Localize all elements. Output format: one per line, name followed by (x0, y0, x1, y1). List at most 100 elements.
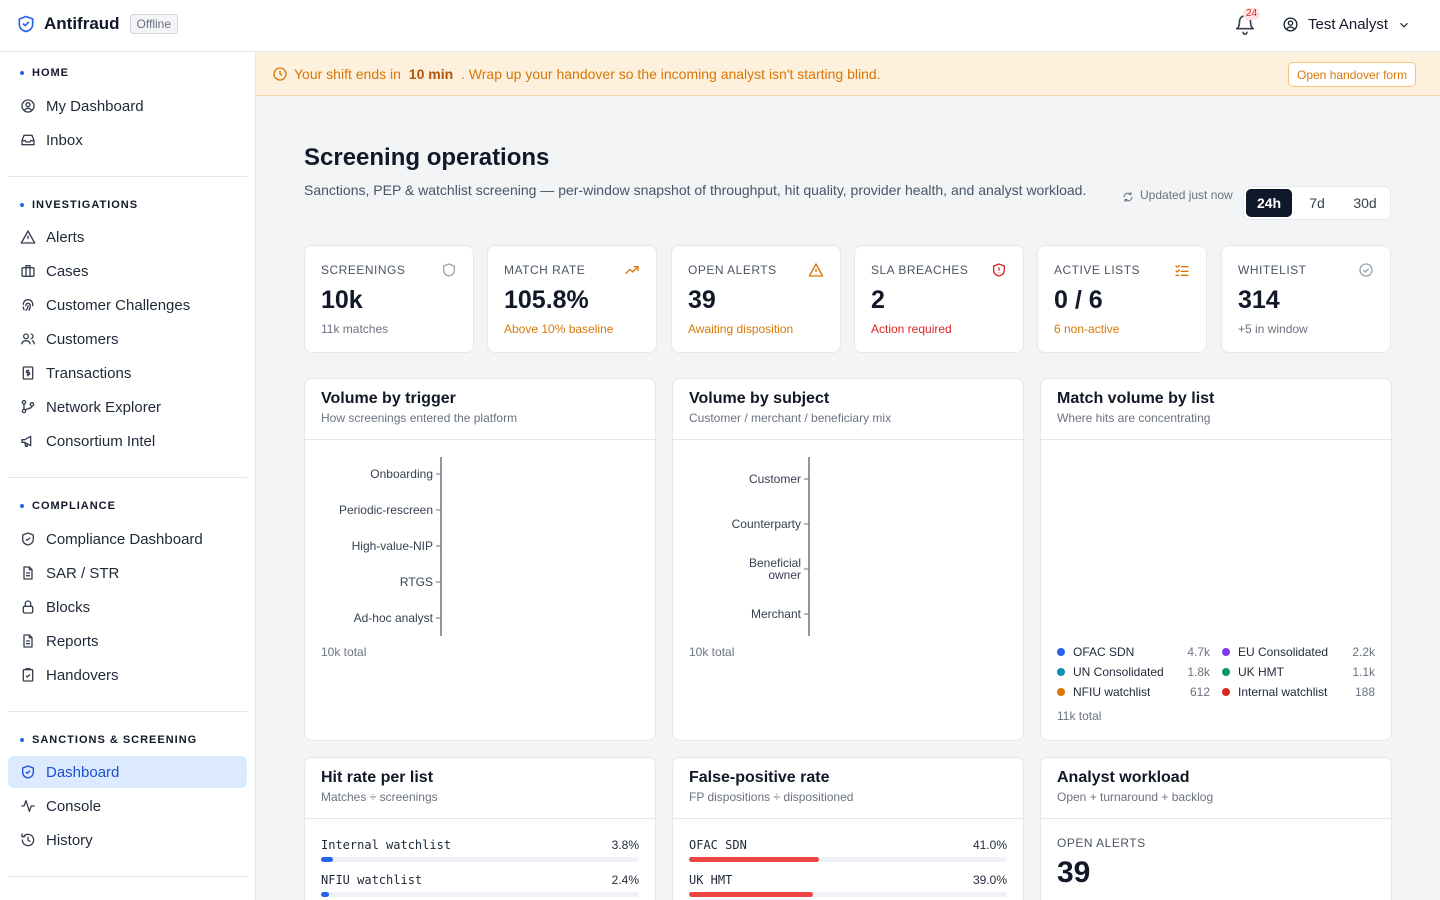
sidebar-item-blocks[interactable]: Blocks (8, 591, 247, 623)
file-text-icon (23, 566, 33, 580)
sidebar-item-cases[interactable]: Cases (8, 255, 247, 287)
sidebar: HOME My Dashboard Inbox INVESTIGATIONS A… (0, 52, 256, 900)
panel-title: Hit rate per list (321, 769, 434, 786)
sidebar-item-consortium-intel[interactable]: Consortium Intel (8, 425, 247, 457)
panel-match-volume-by-list: Match volume by list Where hits are conc… (1040, 378, 1392, 741)
sidebar-item-customers[interactable]: Customers (8, 323, 247, 355)
time-range-selector: 24h 7d 30d (1243, 186, 1391, 220)
panel-title: Volume by trigger (321, 390, 456, 407)
sidebar-item-history[interactable]: History (8, 824, 247, 856)
stat-open-alerts[interactable]: OPEN ALERTS 39 Awaiting disposition (671, 245, 841, 353)
legend-item: NFIU watchlist 612 (1057, 685, 1210, 699)
panel-title: False-positive rate (689, 769, 830, 786)
panel-title: Volume by subject (689, 390, 830, 407)
shield-icon (443, 263, 455, 277)
stat-match-rate[interactable]: MATCH RATE 105.8% Above 10% baseline (487, 245, 657, 353)
shield-check-icon (22, 532, 34, 546)
stat-active-lists[interactable]: ACTIVE LISTS 0 / 6 6 non-active (1037, 245, 1207, 353)
trending-up-icon (625, 266, 639, 274)
shield-check-icon (18, 15, 34, 33)
panel-volume-by-trigger: Volume by trigger How screenings entered… (304, 378, 656, 741)
clipboard-check-icon (22, 668, 34, 682)
check-circle-icon (1359, 263, 1373, 277)
users-icon (21, 333, 35, 345)
shift-banner: Your shift ends in 10 min . Wrap up your… (256, 52, 1440, 96)
subject-label: Merchant (750, 607, 801, 621)
panel-title: Match volume by list (1057, 390, 1215, 407)
legend-item: Internal watchlist 188 (1222, 685, 1375, 699)
sidebar-item-transactions[interactable]: Transactions (8, 357, 247, 389)
shift-time: 10 min (408, 66, 454, 82)
trigger-label: High-value-NIP (351, 539, 433, 553)
activity-icon (21, 800, 35, 812)
user-circle-icon (1283, 17, 1298, 32)
warning-triangle-icon (20, 230, 36, 244)
sidebar-item-customer-challenges[interactable]: Customer Challenges (8, 289, 247, 321)
fp-rate-bar (689, 892, 814, 897)
trigger-axis (436, 457, 442, 636)
range-24h[interactable]: 24h (1246, 189, 1292, 217)
sidebar-item-inbox[interactable]: Inbox (8, 124, 247, 156)
user-menu[interactable]: Test Analyst (1282, 16, 1411, 33)
git-branch-icon (21, 400, 35, 414)
briefcase-icon (21, 265, 35, 277)
megaphone-icon (21, 435, 32, 447)
panel-analyst-workload: Analyst workload Open + turnaround + bac… (1040, 757, 1392, 900)
stat-whitelist[interactable]: WHITELIST 314 +5 in window (1221, 245, 1391, 353)
subject-label: Counterparty (731, 517, 801, 531)
sidebar-item-reports[interactable]: Reports (8, 625, 247, 657)
subject-label: Beneficial owner (748, 556, 801, 582)
sidebar-item-console[interactable]: Console (8, 790, 247, 822)
subject-label: Customer (748, 472, 801, 486)
history-icon (21, 833, 35, 847)
notifications-button[interactable]: 24 (1234, 8, 1261, 36)
trigger-total: 10k total (321, 645, 367, 659)
page-subtitle: Sanctions, PEP & watchlist screening — p… (304, 182, 1087, 198)
list-total: 11k total (1057, 709, 1102, 723)
page-title: Screening operations (304, 144, 550, 171)
workload-metric-label: OPEN ALERTS (1057, 836, 1146, 850)
trigger-label: Periodic-rescreen (338, 503, 433, 517)
file-text-icon (23, 634, 33, 648)
hit-rate-bar (321, 892, 329, 897)
clock-icon (273, 67, 287, 81)
panel-subtitle: Where hits are concentrating (1057, 411, 1211, 425)
sidebar-item-my-dashboard[interactable]: My Dashboard (8, 90, 247, 122)
sidebar-item-compliance-dashboard[interactable]: Compliance Dashboard (8, 523, 247, 555)
panel-false-positive-rate: False-positive rate FP dispositions ÷ di… (672, 757, 1024, 900)
sidebar-item-dashboard[interactable]: Dashboard (8, 756, 247, 788)
stat-screenings[interactable]: SCREENINGS 10k 11k matches (304, 245, 474, 353)
subject-axis (804, 457, 810, 636)
legend-item: EU Consolidated 2.2k (1222, 645, 1375, 659)
panel-subtitle: Open + turnaround + backlog (1057, 790, 1214, 804)
stat-sla-breaches[interactable]: SLA BREACHES 2 Action required (854, 245, 1024, 353)
sidebar-item-handovers[interactable]: Handovers (8, 659, 247, 691)
shield-check-icon (22, 765, 34, 779)
subject-total: 10k total (689, 645, 735, 659)
inbox-icon (21, 134, 35, 146)
brand[interactable]: Antifraud Offline (16, 14, 179, 34)
user-name: Test Analyst (1308, 16, 1389, 33)
panel-title: Analyst workload (1057, 769, 1190, 786)
panel-subtitle: Customer / merchant / beneficiary mix (689, 411, 892, 425)
panel-volume-by-subject: Volume by subject Customer / merchant / … (672, 378, 1024, 741)
app-name: Antifraud (44, 14, 120, 33)
range-30d[interactable]: 30d (1353, 195, 1377, 211)
section-sanctions-screening: SANCTIONS & SCREENING (20, 734, 197, 746)
sidebar-item-sar-str[interactable]: SAR / STR (8, 557, 247, 589)
panel-subtitle: How screenings entered the platform (321, 411, 518, 425)
trigger-label: Onboarding (370, 467, 433, 481)
open-handover-button[interactable]: Open handover form (1288, 62, 1417, 87)
shield-alert-icon (993, 263, 1005, 277)
notification-count: 24 (1243, 8, 1261, 20)
legend-item: UN Consolidated 1.8k (1057, 665, 1210, 679)
section-investigations: INVESTIGATIONS (20, 199, 138, 211)
status-badge: Offline (129, 14, 179, 34)
section-compliance: COMPLIANCE (20, 500, 116, 512)
panel-subtitle: Matches ÷ screenings (321, 790, 438, 804)
sidebar-item-network-explorer[interactable]: Network Explorer (8, 391, 247, 423)
trigger-label: Ad-hoc analyst (353, 611, 433, 625)
sidebar-item-alerts[interactable]: Alerts (8, 221, 247, 253)
list-check-icon (1175, 264, 1189, 276)
range-7d[interactable]: 7d (1309, 195, 1325, 211)
